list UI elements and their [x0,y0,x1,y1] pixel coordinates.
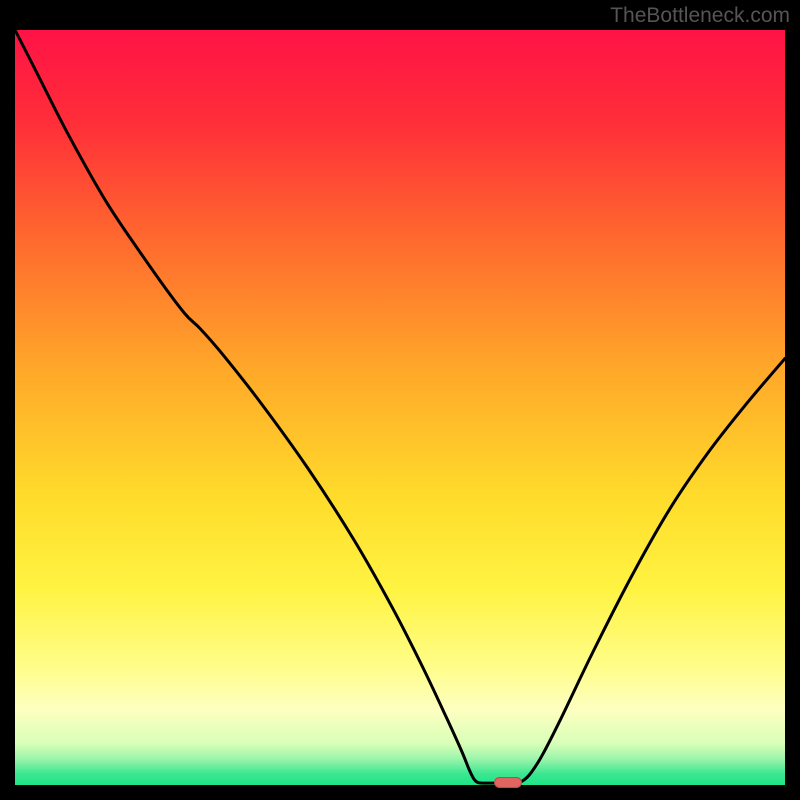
chart-svg [15,30,785,785]
plot-area [15,30,785,785]
watermark-text: TheBottleneck.com [610,4,790,28]
optimum-marker [494,777,522,788]
chart-background [15,30,785,785]
chart-frame: TheBottleneck.com [0,0,800,800]
